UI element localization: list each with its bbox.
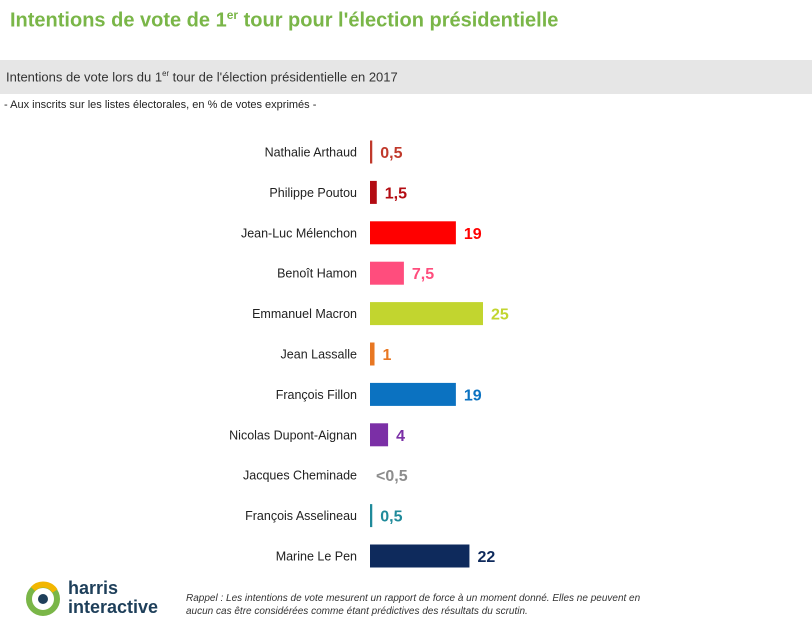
bar-nicolas-dupont-aignan — [370, 423, 389, 447]
bar-chart: Nathalie Arthaud 0,5 Philippe Poutou 1,5 Jea… — [229, 140, 509, 568]
category-label-jean-luc-melenchon: Jean-Luc Mélenchon — [241, 226, 357, 240]
bar-philippe-poutou — [370, 180, 377, 204]
bar-benoit-hamon — [370, 261, 404, 285]
footnote: Rappel : Les intentions de vote mesurent… — [186, 593, 641, 617]
value-label-nicolas-dupont-aignan: 4 — [396, 428, 405, 445]
harris-interactive-logo: harris interactive — [24, 576, 174, 620]
bar-francois-fillon — [370, 382, 456, 406]
category-label-jean-lassalle: Jean Lassalle — [281, 348, 357, 362]
page-title: Intentions de vote de 1er tour pour l'él… — [10, 8, 559, 32]
bar-marine-le-pen — [370, 544, 470, 568]
category-label-francois-fillon: François Fillon — [276, 388, 357, 402]
chart-title: Intentions de vote lors du 1er tour de l… — [6, 69, 398, 85]
value-label-philippe-poutou: 1,5 — [385, 185, 407, 202]
bar-jean-luc-melenchon — [370, 221, 456, 245]
category-label-philippe-poutou: Philippe Poutou — [269, 186, 357, 200]
value-label-marine-le-pen: 22 — [477, 549, 495, 566]
category-label-marine-le-pen: Marine Le Pen — [276, 550, 357, 564]
logo-word-interactive: interactive — [68, 597, 159, 617]
value-label-jean-lassalle: 1 — [383, 347, 392, 364]
category-label-jacques-cheminade: Jacques Cheminade — [243, 469, 357, 483]
harris-logo-icon — [26, 581, 60, 616]
category-label-nicolas-dupont-aignan: Nicolas Dupont-Aignan — [229, 428, 357, 442]
value-label-jean-luc-melenchon: 19 — [464, 226, 482, 243]
bar-francois-asselineau — [370, 504, 373, 528]
value-label-benoit-hamon: 7,5 — [412, 266, 434, 283]
value-label-nathalie-arthaud: 0,5 — [380, 145, 402, 162]
bar-nathalie-arthaud — [370, 140, 373, 164]
bar-emmanuel-macron — [370, 302, 483, 326]
value-label-francois-asselineau: 0,5 — [380, 509, 402, 526]
value-label-emmanuel-macron: 25 — [491, 307, 509, 324]
chart-title-band: Intentions de vote lors du 1er tour de l… — [0, 60, 812, 94]
category-label-nathalie-arthaud: Nathalie Arthaud — [265, 146, 357, 160]
category-label-francois-asselineau: François Asselineau — [245, 509, 357, 523]
value-label-jacques-cheminade: <0,5 — [376, 468, 408, 485]
chart-subtitle: - Aux inscrits sur les listes électorale… — [4, 99, 317, 111]
value-label-francois-fillon: 19 — [464, 387, 482, 404]
logo-word-harris: harris — [68, 578, 119, 598]
category-label-benoit-hamon: Benoît Hamon — [277, 267, 357, 281]
category-label-emmanuel-macron: Emmanuel Macron — [252, 307, 357, 321]
bar-jean-lassalle — [370, 342, 375, 366]
